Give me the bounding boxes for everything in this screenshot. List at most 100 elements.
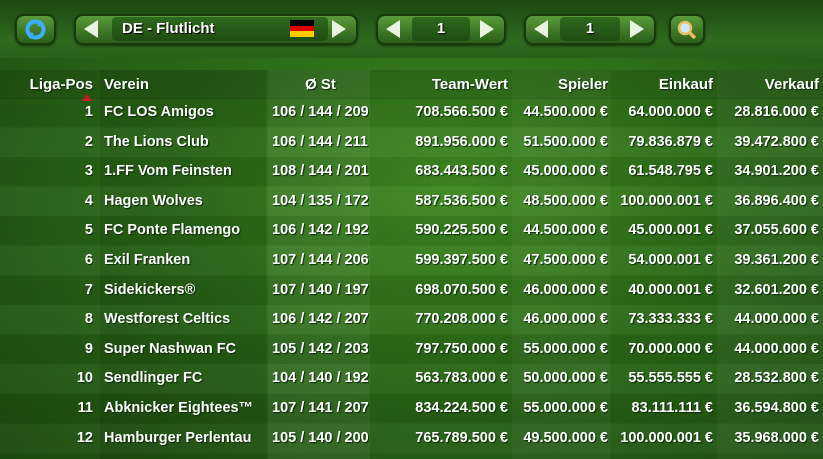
column-header[interactable]: Team-Wert: [431, 76, 508, 93]
purchases-cell: 73.333.333 €: [628, 311, 713, 328]
players-cell: 46.000.000 €: [523, 311, 608, 328]
purchases-cell: 64.000.000 €: [628, 104, 713, 120]
position-cell: 8: [84, 311, 93, 328]
team-value-cell: 891.956.000 €: [415, 133, 508, 150]
position-cell: 2: [84, 133, 93, 150]
position-cell: 12: [76, 429, 93, 446]
players-cell: 46.000.000 €: [523, 281, 608, 298]
club-cell: FC LOS Amigos: [104, 104, 214, 120]
refresh-button[interactable]: [15, 14, 56, 45]
table-row: [0, 98, 823, 127]
toolbar: DE - Flutlicht 1 1: [0, 0, 823, 58]
sales-cell: 39.361.200 €: [734, 252, 819, 268]
column-shade: [512, 70, 610, 459]
table-row: [0, 334, 823, 364]
players-cell: 55.000.000 €: [523, 400, 608, 416]
position-cell: 9: [84, 340, 93, 357]
purchases-cell: 61.548.795 €: [628, 163, 713, 180]
column-header[interactable]: Liga-Pos: [29, 76, 93, 93]
position-cell: 11: [77, 400, 93, 416]
prev-arrow[interactable]: [84, 20, 98, 38]
sales-cell: 44.000.000 €: [734, 340, 819, 357]
column-header[interactable]: Einkauf: [658, 76, 713, 93]
search-button[interactable]: [669, 14, 705, 45]
sort-indicator: [82, 94, 92, 101]
table-row: [0, 216, 823, 246]
club-cell: Westforest Celtics: [104, 311, 231, 328]
selector-value: 1: [560, 17, 620, 41]
team-value-cell: 834.224.500 €: [415, 400, 508, 416]
team-value-cell: 765.789.500 €: [415, 429, 508, 446]
club-cell: Hagen Wolves: [104, 192, 203, 209]
club-cell: 1.FF Vom Feinsten: [104, 163, 232, 180]
sales-cell: 28.532.800 €: [734, 370, 819, 387]
club-cell: Hamburger Perlentau: [104, 429, 252, 446]
next-arrow[interactable]: [630, 20, 644, 38]
prev-arrow[interactable]: [534, 20, 548, 38]
purchases-cell: 40.000.001 €: [628, 281, 713, 298]
strength-cell: 104 / 140 / 192: [272, 370, 369, 387]
players-cell: 44.500.000 €: [523, 222, 608, 239]
strength-cell: 108 / 144 / 201: [272, 163, 369, 180]
column-header[interactable]: Spieler: [557, 76, 608, 93]
strength-cell: 106 / 142 / 207: [272, 311, 369, 328]
team-value-cell: 683.443.500 €: [415, 163, 508, 180]
strength-cell: 106 / 142 / 192: [272, 222, 369, 239]
purchases-cell: 55.555.555 €: [628, 370, 713, 387]
selector-value: 1: [412, 17, 470, 41]
header-row: [0, 70, 823, 99]
selector-2[interactable]: 1: [524, 14, 656, 45]
sales-cell: 35.968.000 €: [734, 429, 819, 446]
team-value-cell: 770.208.000 €: [415, 311, 508, 328]
sales-cell: 44.000.000 €: [734, 311, 819, 328]
column-header[interactable]: Verkauf: [764, 76, 819, 93]
purchases-cell: 83.111.111 €: [631, 400, 713, 416]
position-cell: 4: [84, 192, 93, 209]
strength-cell: 107 / 140 / 197: [272, 281, 369, 298]
players-cell: 48.500.000 €: [523, 192, 608, 209]
club-cell: Exil Franken: [104, 252, 191, 268]
club-cell: Sendlinger FC: [104, 370, 203, 387]
next-arrow[interactable]: [480, 20, 494, 38]
strength-cell: 106 / 144 / 211: [272, 133, 368, 150]
players-cell: 44.500.000 €: [523, 104, 608, 120]
players-cell: 51.500.000 €: [523, 133, 608, 150]
strength-cell: 107 / 144 / 206: [272, 252, 369, 268]
position-cell: 1: [84, 104, 93, 120]
team-value-cell: 563.783.000 €: [415, 370, 508, 387]
column-shade: [717, 70, 823, 459]
selector-1[interactable]: 1: [376, 14, 506, 45]
purchases-cell: 79.836.879 €: [628, 133, 713, 150]
club-cell: The Lions Club: [104, 133, 209, 150]
purchases-cell: 45.000.001 €: [628, 222, 713, 239]
strength-cell: 107 / 141 / 207: [272, 400, 369, 416]
position-cell: 7: [84, 281, 93, 298]
strength-cell: 106 / 144 / 209: [272, 104, 369, 120]
refresh-icon: [25, 19, 46, 40]
club-cell: Super Nashwan FC: [104, 340, 237, 357]
position-cell: 10: [76, 370, 93, 387]
club-cell: FC Ponte Flamengo: [104, 222, 241, 239]
search-icon: [677, 20, 697, 40]
team-value-cell: 797.750.000 €: [415, 340, 508, 357]
sales-cell: 37.055.600 €: [734, 222, 819, 239]
strength-cell: 105 / 140 / 200: [272, 429, 369, 446]
purchases-cell: 70.000.000 €: [628, 340, 713, 357]
purchases-cell: 54.000.001 €: [628, 252, 713, 268]
players-cell: 45.000.000 €: [523, 163, 608, 180]
column-header[interactable]: Ø St: [305, 76, 336, 93]
sales-cell: 34.901.200 €: [734, 163, 819, 180]
team-value-cell: 708.566.500 €: [415, 104, 508, 120]
prev-arrow[interactable]: [386, 20, 400, 38]
team-value-cell: 590.225.500 €: [415, 222, 508, 239]
column-shade: [268, 70, 370, 459]
players-cell: 55.000.000 €: [523, 340, 608, 357]
league-selector[interactable]: DE - Flutlicht: [74, 14, 358, 45]
sales-cell: 36.594.800 €: [734, 400, 819, 416]
position-cell: 5: [84, 222, 93, 239]
purchases-cell: 100.000.001 €: [620, 192, 713, 209]
next-arrow[interactable]: [332, 20, 346, 38]
club-cell: Sidekickers®: [104, 281, 196, 298]
position-cell: 3: [84, 163, 93, 180]
column-header[interactable]: Verein: [104, 76, 150, 93]
